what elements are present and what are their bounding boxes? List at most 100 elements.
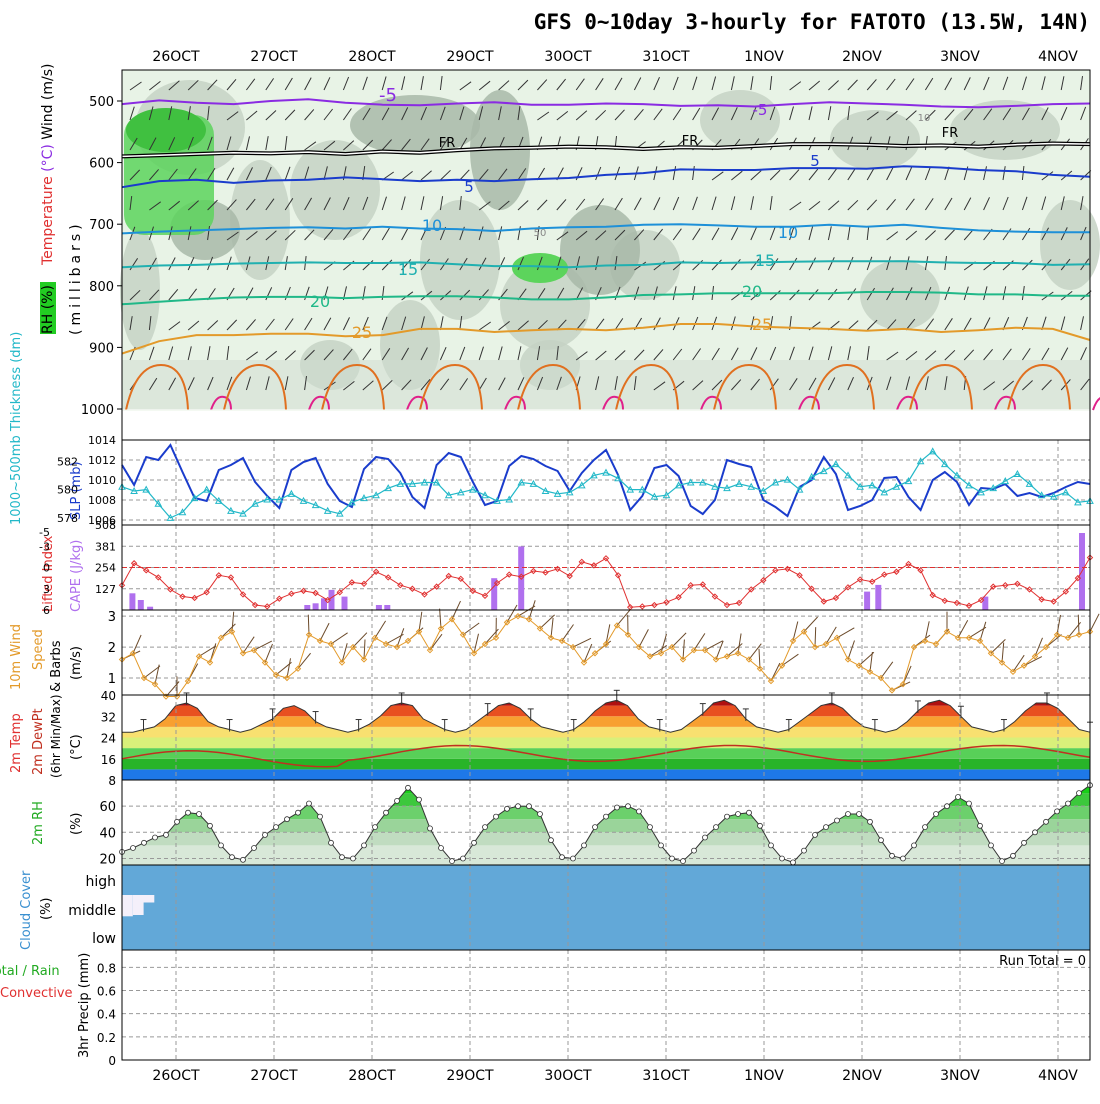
rh-point-26 xyxy=(406,785,411,790)
rh-tick-0: 20 xyxy=(99,852,116,867)
rh-point-58 xyxy=(758,823,763,828)
rh-point-38 xyxy=(538,812,543,817)
day-label-bottom-3: 29OCT xyxy=(446,1068,494,1084)
rh-point-35 xyxy=(505,806,510,811)
precip-grid-v xyxy=(176,950,1058,1060)
rh-point-32 xyxy=(472,840,477,845)
rh-point-44 xyxy=(604,814,609,819)
temp-bands xyxy=(122,695,1090,780)
surface-barb-16 xyxy=(298,653,311,669)
chart-title: GFS 0~10day 3-hourly for FATOTO (13.5W, … xyxy=(300,10,1090,34)
lifted-tick-4: 6 xyxy=(43,604,50,617)
rh-point-3 xyxy=(153,835,158,840)
day-label-top-2: 28OCT xyxy=(348,49,396,65)
cape-bar-1 xyxy=(138,600,144,610)
contour-label-9: 15 xyxy=(398,260,418,279)
wind10m-label-b: Speed xyxy=(31,629,46,670)
cape-tick-3: 508 xyxy=(95,519,116,532)
day-label-top-9: 4NOV xyxy=(1038,49,1078,65)
rh-point-80 xyxy=(1000,859,1005,864)
slp-grid-v xyxy=(176,440,1058,525)
temp-band-6 xyxy=(122,706,1090,717)
cloud-mid-gap-0 xyxy=(122,895,133,916)
rh-band-0 xyxy=(122,845,1090,865)
rh-point-28 xyxy=(428,826,433,831)
thickness-label: 1000~500mb Thickness (dm) xyxy=(9,332,24,525)
cloud-mid-gap-2 xyxy=(144,895,155,903)
temp-band-7 xyxy=(122,695,1090,706)
rh-point-42 xyxy=(582,843,587,848)
rh-point-72 xyxy=(912,843,917,848)
thick-tick-0: 578 xyxy=(57,512,78,525)
precip-frame xyxy=(122,950,1090,1060)
cape-bar-11 xyxy=(518,546,524,610)
cape-bar-13 xyxy=(875,585,881,610)
temp-tick-0: 8 xyxy=(108,774,116,788)
rh2m-unit: (%) xyxy=(69,813,84,836)
rh-point-40 xyxy=(560,855,565,860)
rh-point-46 xyxy=(626,804,631,809)
rh-point-4 xyxy=(164,832,169,837)
precip-tick-4: 0.8 xyxy=(97,961,116,975)
temperature-unit: (°C) xyxy=(40,144,56,172)
rh-point-83 xyxy=(1033,830,1038,835)
temperature-label-text: Temperature xyxy=(40,176,56,266)
thick-tick-1: 580 xyxy=(57,484,78,497)
rh-point-78 xyxy=(978,823,983,828)
wind-axes: 123 xyxy=(108,610,116,687)
day-label-top-8: 3NOV xyxy=(940,49,980,65)
day-label-bottom-5: 31OCT xyxy=(642,1068,690,1084)
rh-point-45 xyxy=(615,805,620,810)
rh-band-4 xyxy=(122,793,1090,806)
rh-point-27 xyxy=(417,797,422,802)
rh-point-69 xyxy=(879,838,884,843)
rh-point-34 xyxy=(494,814,499,819)
rh2m-label: 2m RH xyxy=(31,801,46,845)
precip-tick-0: 0 xyxy=(108,1054,116,1068)
humidity-core-2 xyxy=(560,205,640,295)
cloud-background xyxy=(122,865,1090,950)
rh-point-21 xyxy=(351,856,356,861)
rh-point-7 xyxy=(197,812,202,817)
surface-barb-41 xyxy=(573,638,591,647)
day-label-top-7: 2NOV xyxy=(842,49,882,65)
cape-bars xyxy=(129,533,1085,610)
cloud-label: Cloud Cover xyxy=(19,870,34,950)
rh-point-36 xyxy=(516,804,521,809)
surface-barb-13 xyxy=(265,644,273,663)
lifted-tick-3: 3 xyxy=(43,583,50,596)
day-label-top-5: 31OCT xyxy=(642,49,690,65)
rh-band-5 xyxy=(122,780,1090,793)
day-label-bottom-1: 27OCT xyxy=(250,1068,298,1084)
rh-point-81 xyxy=(1011,853,1016,858)
pressure-label-1: 600 xyxy=(89,157,114,172)
rh-point-41 xyxy=(571,856,576,861)
rh-point-68 xyxy=(868,819,873,824)
rh-point-77 xyxy=(967,801,972,806)
rh-point-52 xyxy=(692,848,697,853)
lifted-index-points xyxy=(120,555,1093,610)
temp-tick-2: 24 xyxy=(101,732,116,746)
surface-barb-76 xyxy=(958,620,968,638)
pressure-label-2: 700 xyxy=(89,218,114,233)
rh-point-66 xyxy=(846,812,851,817)
surface-barb-23 xyxy=(375,621,386,638)
surface-barb-88 xyxy=(1090,614,1099,632)
rh-point-24 xyxy=(384,810,389,815)
cape-bar-0 xyxy=(129,593,135,610)
rh-point-64 xyxy=(824,825,829,830)
rh-point-18 xyxy=(318,814,323,819)
slp-tick-3: 1012 xyxy=(88,454,116,467)
moist-region-2 xyxy=(126,108,206,152)
day-label-bottom-2: 28OCT xyxy=(348,1068,396,1084)
surface-barb-12 xyxy=(254,641,272,650)
surface-wind-barbs xyxy=(122,600,1099,696)
rh-point-14 xyxy=(274,825,279,830)
cape-grid-h xyxy=(122,525,1090,589)
hot-loop-9 xyxy=(1093,397,1100,410)
